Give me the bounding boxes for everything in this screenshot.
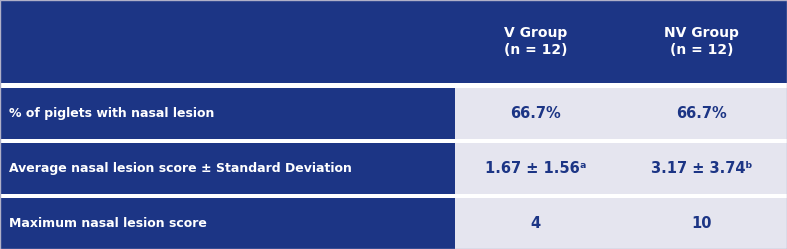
Text: 1.67 ± 1.56ᵃ: 1.67 ± 1.56ᵃ (485, 161, 586, 176)
Bar (455, 88, 787, 139)
Bar (0, 198, 455, 249)
Bar (455, 198, 787, 249)
Text: V Group
(n = 12): V Group (n = 12) (504, 26, 567, 57)
Text: 10: 10 (691, 216, 712, 231)
Bar (0, 143, 455, 194)
Text: 3.17 ± 3.74ᵇ: 3.17 ± 3.74ᵇ (651, 161, 752, 176)
Text: 66.7%: 66.7% (676, 106, 727, 121)
Bar (0, 0, 787, 83)
Text: % of piglets with nasal lesion: % of piglets with nasal lesion (9, 107, 215, 120)
Text: Average nasal lesion score ± Standard Deviation: Average nasal lesion score ± Standard De… (9, 162, 353, 175)
Text: 66.7%: 66.7% (510, 106, 561, 121)
Bar (0, 88, 455, 139)
Text: Maximum nasal lesion score: Maximum nasal lesion score (9, 217, 207, 230)
Text: NV Group
(n = 12): NV Group (n = 12) (664, 26, 739, 57)
Text: 4: 4 (530, 216, 541, 231)
Bar (455, 143, 787, 194)
